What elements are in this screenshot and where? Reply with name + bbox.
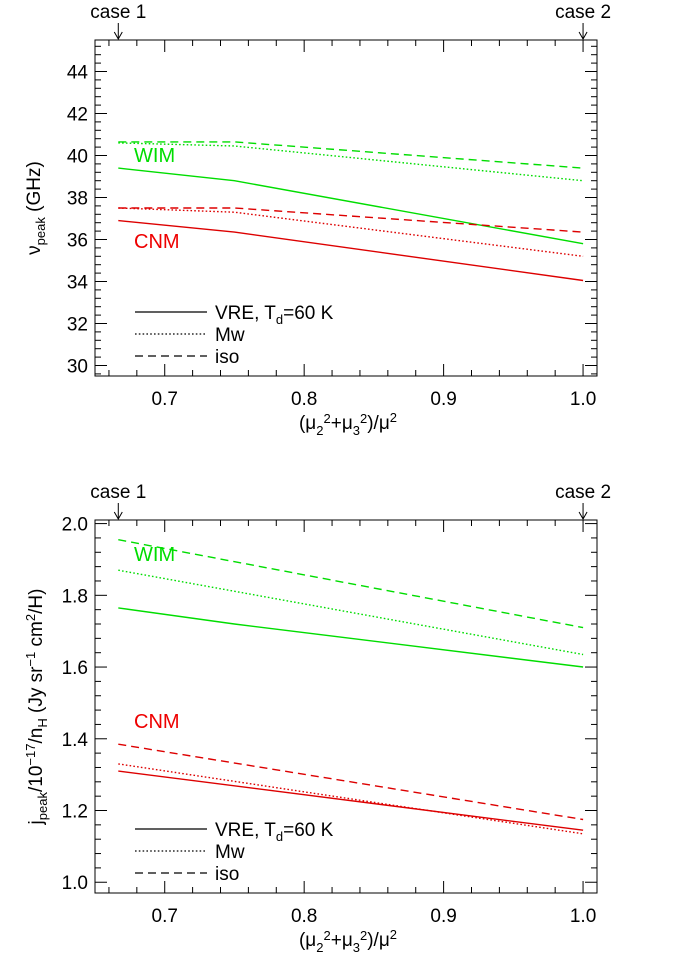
series-wim-dashed [118, 539, 584, 629]
y-tick-label: 1.2 [62, 802, 88, 823]
legend-label: Mw [215, 325, 245, 346]
top-chart-panel: 0.7 0.8 0.9 1.0 30 32 34 36 38 40 42 44 case 1 case 2… [24, 2, 611, 438]
y-tick-label: 44 [67, 63, 89, 84]
series-wim-solid [118, 167, 584, 245]
case-marker-label: case 2 [555, 482, 611, 503]
y-tick-label: 1.8 [62, 586, 88, 607]
y-tick-label: 42 [67, 105, 88, 126]
legend-label: Mw [215, 842, 245, 863]
y-tick-label: 1.6 [62, 658, 88, 679]
y-axis-label: jpeak/10−17/nH (Jy sr−1 cm2/H) [23, 589, 50, 826]
series-cnm-dashed [118, 207, 584, 233]
case-marker-label: case 1 [90, 2, 146, 23]
case-marker-label: case 2 [555, 2, 611, 23]
x-tick-label: 0.7 [152, 389, 178, 410]
region-label-wim: WIM [134, 544, 175, 566]
x-tick-label: 0.9 [430, 906, 456, 927]
series-cnm-solid [118, 770, 584, 831]
down-arrow-icon [113, 511, 123, 521]
series-cnm-solid [118, 219, 584, 282]
case-marker-label: case 1 [90, 482, 146, 503]
x-tick-label: 0.8 [291, 389, 317, 410]
y-tick-label: 2.0 [62, 515, 88, 536]
region-label-wim: WIM [134, 145, 175, 167]
y-tick-label: 38 [67, 189, 88, 210]
region-label-cnm: CNM [134, 231, 180, 253]
down-arrow-icon [578, 31, 588, 41]
series-wim-dotted [118, 569, 584, 656]
series-cnm-dotted [118, 763, 584, 835]
x-tick-label: 0.9 [430, 389, 456, 410]
region-label-cnm: CNM [134, 711, 180, 733]
down-arrow-icon [578, 511, 588, 521]
x-tick-label: 1.0 [570, 906, 596, 927]
y-tick-label: 30 [67, 357, 88, 378]
x-axis-label: (μ22+μ32)/μ2 [299, 410, 397, 438]
legend-label: iso [215, 347, 239, 368]
plot-frame [94, 39, 598, 377]
x-tick-label: 0.7 [152, 906, 178, 927]
legend-label: iso [215, 864, 239, 885]
y-tick-label: 36 [67, 231, 88, 252]
x-tick-label: 0.8 [291, 906, 317, 927]
series-cnm-dashed [118, 743, 584, 821]
y-tick-label: 34 [67, 273, 89, 294]
y-tick-label: 32 [67, 315, 88, 336]
y-tick-label: 1.4 [62, 730, 89, 751]
series-cnm-dotted [118, 207, 584, 257]
plot-frame [94, 519, 598, 894]
series-wim-dotted [118, 142, 584, 182]
y-tick-label: 1.0 [62, 873, 88, 894]
down-arrow-icon [113, 31, 123, 41]
y-tick-label: 40 [67, 147, 88, 168]
legend-label: VRE, Td=60 K [215, 303, 334, 327]
y-axis-label: νpeak (GHz) [24, 161, 48, 255]
x-axis-label: (μ22+μ32)/μ2 [299, 927, 397, 955]
x-tick-label: 1.0 [570, 389, 596, 410]
series-wim-solid [118, 607, 584, 668]
legend-label: VRE, Td=60 K [215, 820, 334, 844]
series-wim-dashed [118, 141, 584, 169]
